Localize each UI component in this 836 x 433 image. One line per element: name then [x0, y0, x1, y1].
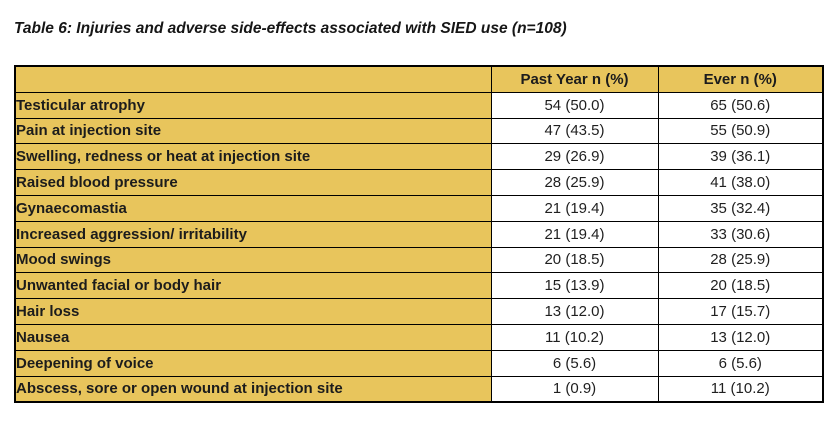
injuries-table: Past Year n (%) Ever n (%) Testicular at… [14, 65, 824, 404]
table-row: Swelling, redness or heat at injection s… [14, 143, 824, 171]
ever-value: 35 (32.4) [657, 194, 824, 222]
table-row: Mood swings 20 (18.5) 28 (25.9) [14, 246, 824, 274]
row-label: Hair loss [14, 298, 492, 325]
ever-value: 28 (25.9) [657, 246, 824, 274]
ever-value: 55 (50.9) [657, 117, 824, 145]
ever-value: 41 (38.0) [657, 169, 824, 196]
table-row: Unwanted facial or body hair 15 (13.9) 2… [14, 272, 824, 300]
table-row: Deepening of voice 6 (5.6) 6 (5.6) [14, 349, 824, 377]
ever-value: 6 (5.6) [657, 349, 824, 377]
row-label: Nausea [14, 323, 492, 351]
past-year-value: 13 (12.0) [490, 298, 659, 325]
table-row: Hair loss 13 (12.0) 17 (15.7) [14, 298, 824, 325]
row-label: Swelling, redness or heat at injection s… [14, 143, 492, 171]
row-label: Testicular atrophy [14, 91, 492, 119]
ever-value: 13 (12.0) [657, 323, 824, 351]
ever-value: 33 (30.6) [657, 220, 824, 248]
header-empty-cell [14, 65, 492, 93]
table-row: Testicular atrophy 54 (50.0) 65 (50.6) [14, 91, 824, 119]
past-year-value: 29 (26.9) [490, 143, 659, 171]
row-label: Increased aggression/ irritability [14, 220, 492, 248]
ever-value: 20 (18.5) [657, 272, 824, 300]
table-row: Nausea 11 (10.2) 13 (12.0) [14, 323, 824, 351]
ever-value: 17 (15.7) [657, 298, 824, 325]
table-header-row: Past Year n (%) Ever n (%) [14, 65, 824, 93]
past-year-value: 28 (25.9) [490, 169, 659, 196]
table-row: Gynaecomastia 21 (19.4) 35 (32.4) [14, 194, 824, 222]
ever-value: 11 (10.2) [657, 375, 824, 403]
ever-value: 65 (50.6) [657, 91, 824, 119]
past-year-value: 15 (13.9) [490, 272, 659, 300]
table-row: Abscess, sore or open wound at injection… [14, 375, 824, 403]
past-year-value: 47 (43.5) [490, 117, 659, 145]
header-ever: Ever n (%) [657, 65, 824, 93]
past-year-value: 20 (18.5) [490, 246, 659, 274]
table-caption: Table 6: Injuries and adverse side-effec… [14, 20, 567, 37]
past-year-value: 21 (19.4) [490, 194, 659, 222]
ever-value: 39 (36.1) [657, 143, 824, 171]
past-year-value: 11 (10.2) [490, 323, 659, 351]
past-year-value: 54 (50.0) [490, 91, 659, 119]
past-year-value: 1 (0.9) [490, 375, 659, 403]
table-row: Raised blood pressure 28 (25.9) 41 (38.0… [14, 169, 824, 196]
header-past-year: Past Year n (%) [490, 65, 659, 93]
table-row: Increased aggression/ irritability 21 (1… [14, 220, 824, 248]
row-label: Raised blood pressure [14, 169, 492, 196]
past-year-value: 6 (5.6) [490, 349, 659, 377]
row-label: Unwanted facial or body hair [14, 272, 492, 300]
row-label: Mood swings [14, 246, 492, 274]
row-label: Pain at injection site [14, 117, 492, 145]
row-label: Deepening of voice [14, 349, 492, 377]
past-year-value: 21 (19.4) [490, 220, 659, 248]
row-label: Abscess, sore or open wound at injection… [14, 375, 492, 403]
table-row: Pain at injection site 47 (43.5) 55 (50.… [14, 117, 824, 145]
row-label: Gynaecomastia [14, 194, 492, 222]
